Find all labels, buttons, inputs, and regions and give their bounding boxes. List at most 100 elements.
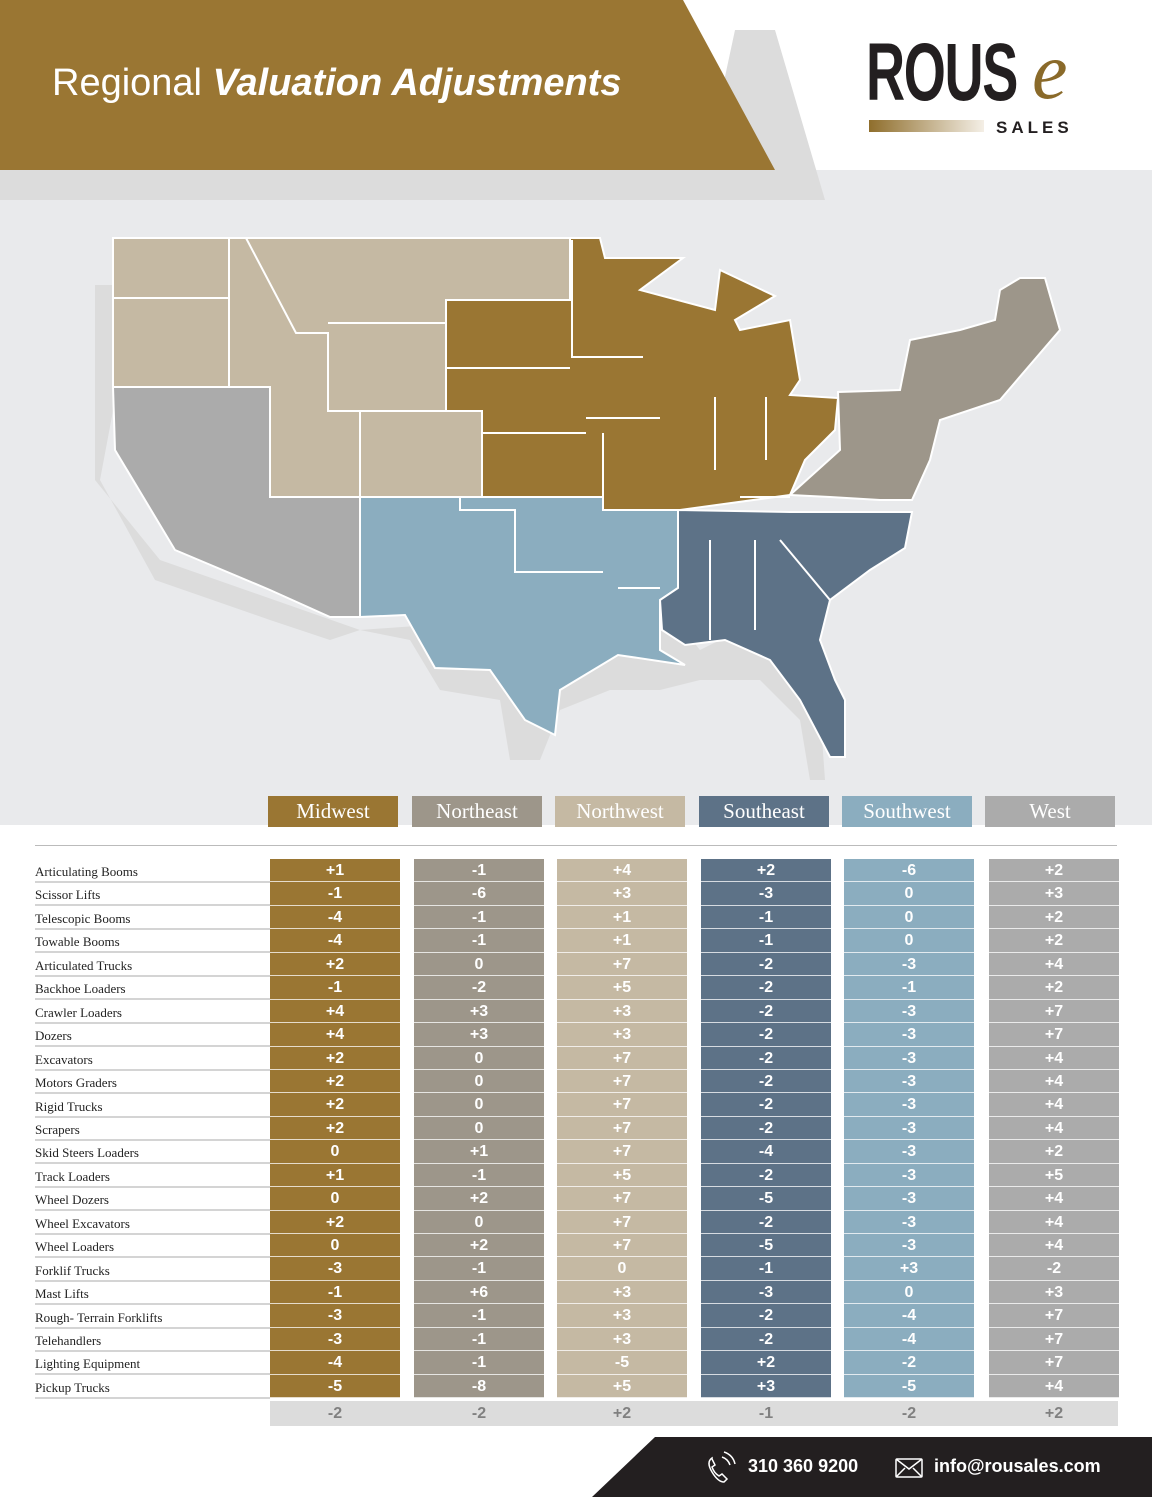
- table-cell: +7: [989, 1304, 1119, 1328]
- table-cell: -4: [701, 1140, 831, 1164]
- table-cell: -5: [701, 1187, 831, 1211]
- table-cell: -3: [844, 1117, 974, 1141]
- column-west: +2 +3 +2 +2 +4 +2 +7 +7 +4 +4 +4 +4 +2 +5 +4 +4 +4 -2 +3 +7…: [989, 859, 1119, 1399]
- page-title: Regional Valuation Adjustments: [52, 62, 621, 105]
- title-plain: Regional: [52, 62, 202, 104]
- table-cell: 0: [557, 1257, 687, 1281]
- row-label: Wheel Dozers: [35, 1188, 270, 1212]
- column-midwest: +1 -1 -4 -4 +2 -1 +4 +4 +2 +2 +2 +2 0 +1 0 +2 0 -3 -1 -3 -3-…: [270, 859, 400, 1399]
- row-label: Scrapers: [35, 1118, 270, 1141]
- average-northwest: +2: [612, 1405, 632, 1422]
- table-cell: -3: [270, 1257, 400, 1281]
- table-cell: +3: [414, 1000, 544, 1024]
- logo-tagline: SALES: [996, 118, 1073, 137]
- table-cell: -5: [270, 1375, 400, 1399]
- table-cell: +4: [270, 1023, 400, 1047]
- row-label: Rough- Terrain Forklifts: [35, 1306, 270, 1329]
- table-cell: +4: [989, 1187, 1119, 1211]
- table-cell: +3: [989, 882, 1119, 906]
- table-cell: -1: [270, 976, 400, 1000]
- table-cell: +2: [270, 1211, 400, 1234]
- average-southeast: -1: [758, 1405, 774, 1422]
- table-cell: -3: [844, 1164, 974, 1188]
- table-cell: +4: [989, 1234, 1119, 1258]
- us-region-map: [95, 237, 1062, 780]
- row-label: Scissor Lifts: [35, 883, 270, 907]
- row-label: Mast Lifts: [35, 1282, 270, 1306]
- table-cell: +5: [557, 1164, 687, 1188]
- table-cell: 0: [270, 1234, 400, 1258]
- legend-west: West: [985, 796, 1115, 827]
- table-cell: +3: [557, 1023, 687, 1047]
- phone-number[interactable]: 310 360 9200: [748, 1456, 859, 1476]
- row-label: Wheel Excavators: [35, 1212, 270, 1235]
- table-cell: -2: [701, 1304, 831, 1328]
- table-cell: +4: [557, 859, 687, 883]
- table-cell: +3: [844, 1257, 974, 1281]
- table-cell: +3: [557, 882, 687, 906]
- table-cell: -2: [701, 1211, 831, 1234]
- table-cell: 0: [844, 882, 974, 906]
- table-cell: +2: [989, 1140, 1119, 1164]
- column-northwest: +4 +3 +1 +1 +7 +5 +3 +3 +7 +7 +7 +7 +7 +5 +7 +7 +7 0 +3 +3 +…: [557, 859, 687, 1399]
- table-cell: -4: [844, 1328, 974, 1352]
- table-cell: +7: [989, 1351, 1119, 1375]
- table-cell: +2: [270, 1047, 400, 1070]
- table-cell: -3: [701, 1281, 831, 1305]
- region-northeast: [787, 277, 1062, 501]
- table-cell: -3: [844, 1211, 974, 1234]
- email-link[interactable]: info@rousales.com: [934, 1456, 1101, 1476]
- table-cell: -1: [414, 929, 544, 953]
- row-label: Towable Booms: [35, 930, 270, 954]
- table-cell: -2: [701, 1164, 831, 1188]
- table-cell: +7: [557, 1093, 687, 1117]
- table-cell: +7: [989, 1328, 1119, 1352]
- row-label: Rigid Trucks: [35, 1095, 270, 1118]
- legend-southeast: Southeast: [699, 796, 829, 827]
- average-row: [270, 1401, 1118, 1426]
- table-cell: -3: [701, 882, 831, 906]
- average-west: +2: [1044, 1405, 1064, 1422]
- table-cell: -2: [701, 953, 831, 977]
- table-cell: +4: [989, 1117, 1119, 1141]
- table-cell: +2: [270, 1070, 400, 1094]
- table-cell: -5: [701, 1234, 831, 1258]
- legend-midwest: Midwest: [268, 796, 398, 827]
- table-cell: -2: [701, 1023, 831, 1047]
- table-cell: -2: [989, 1257, 1119, 1281]
- divider: [35, 845, 1117, 846]
- table-cell: -3: [844, 1070, 974, 1094]
- mail-icon: [895, 1458, 923, 1478]
- average-midwest: -2: [327, 1405, 343, 1422]
- table-cell: +1: [557, 906, 687, 930]
- table-cell: +4: [989, 1093, 1119, 1117]
- title-bold: Valuation Adjustments: [212, 62, 622, 104]
- table-cell: +3: [557, 1304, 687, 1328]
- table-cell: +3: [414, 1023, 544, 1047]
- table-cell: +7: [557, 953, 687, 977]
- table-cell: +5: [989, 1164, 1119, 1188]
- table-cell: -4: [270, 1351, 400, 1375]
- table-cell: -2: [701, 1000, 831, 1024]
- table-cell: -1: [701, 1257, 831, 1281]
- header-banner: [0, 0, 825, 200]
- row-label: Wheel Loaders: [35, 1235, 270, 1259]
- table-cell: +4: [989, 1047, 1119, 1070]
- table-cell: +1: [557, 929, 687, 953]
- rouse-sales-logo: ROUS e SALES: [866, 28, 1081, 138]
- table-cell: 0: [414, 1047, 544, 1070]
- table-cell: +3: [989, 1281, 1119, 1305]
- region-southeast: [658, 508, 914, 758]
- table-cell: 0: [844, 929, 974, 953]
- row-label: Skid Steers Loaders: [35, 1141, 270, 1165]
- table-cell: +7: [557, 1070, 687, 1094]
- table-cell: -2: [701, 1117, 831, 1141]
- table-cell: +1: [270, 859, 400, 883]
- row-label: Pickup Trucks: [35, 1376, 270, 1399]
- table-cell: -1: [414, 906, 544, 930]
- table-cell: -3: [844, 1000, 974, 1024]
- row-label: Telehandlers: [35, 1329, 270, 1352]
- table-cell: -3: [844, 1234, 974, 1258]
- logo-gradient-bar: [869, 120, 984, 132]
- logo-e: e: [1032, 28, 1068, 116]
